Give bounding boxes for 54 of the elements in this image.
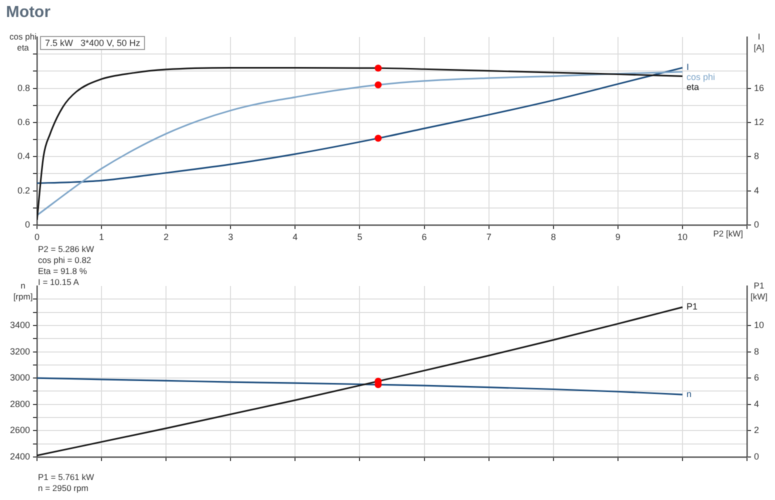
y-tick-label: 2600	[10, 425, 30, 436]
line-series	[37, 306, 684, 456]
y2-axis-title: I [A]	[754, 32, 764, 53]
x-tick-label: 10	[677, 232, 688, 242]
series-label: cos phi	[686, 72, 715, 82]
x-tick-label: 5	[357, 232, 362, 242]
x-tick-label: 0	[34, 232, 40, 242]
chart-subtitle: 7.5 kW 3*400 V, 50 Hz	[40, 36, 146, 50]
y-tick-label: 0.8	[17, 82, 30, 93]
y-tick-label: 0.2	[17, 185, 30, 196]
x-axis-title: P2 [kW]	[713, 228, 743, 239]
y2-tick-label: 8	[754, 151, 760, 162]
y-tick-label: 0.4	[17, 151, 30, 162]
y2-tick-label: 0	[754, 219, 760, 230]
y2-tick-label: 16	[754, 82, 764, 93]
text: cos phi = 0.82	[38, 255, 92, 265]
series-label: P1	[686, 302, 698, 312]
y-tick-label: 3000	[10, 372, 30, 383]
x-tick-label: 2	[164, 232, 169, 242]
x-tick-label: 4	[292, 232, 298, 242]
y-tick-label: 3400	[10, 320, 30, 330]
y2-tick-label: 10	[754, 320, 764, 330]
y-tick-label: 2400	[10, 451, 30, 462]
y2-axis-title: P1 [kW]	[750, 280, 768, 302]
y-tick-label: 0	[24, 219, 30, 230]
x-tick-label: 7	[486, 232, 492, 242]
y-axis-title: n [rpm]	[13, 280, 33, 302]
x-tick-label: 9	[615, 232, 620, 242]
series-label: eta	[686, 82, 699, 92]
y2-tick-label: 4	[754, 185, 760, 196]
x-tick-label: 1	[99, 232, 104, 242]
y2-tick-label: 12	[754, 116, 764, 127]
x-tick-label: 3	[228, 232, 234, 242]
y2-tick-label: 0	[754, 451, 760, 462]
y2-tick-label: 2	[754, 425, 760, 436]
text: Eta = 91.8 %	[38, 266, 87, 276]
y2-tick-label: 4	[754, 398, 760, 409]
text: n = 2950 rpm	[38, 483, 88, 493]
line-series	[37, 377, 684, 396]
y2-tick-label: 8	[754, 346, 760, 356]
x-tick-label: 6	[422, 232, 427, 242]
y-tick-label: 0.6	[17, 116, 30, 127]
y-axis-title: cos phi eta	[10, 32, 37, 53]
series-label: n	[686, 389, 692, 400]
line-series	[37, 66, 684, 184]
text: P2 = 5.286 kW	[38, 244, 94, 254]
annotation: I = 10.15 A	[38, 277, 79, 287]
chart-title: Motor	[6, 4, 50, 22]
x-tick-label: 8	[550, 232, 556, 242]
series-label: I	[686, 62, 689, 72]
y2-tick-label: 6	[754, 372, 760, 383]
y-tick-label: 3200	[10, 346, 30, 356]
text: P1 = 5.761 kW	[38, 472, 94, 482]
y-tick-label: 2800	[10, 398, 30, 409]
